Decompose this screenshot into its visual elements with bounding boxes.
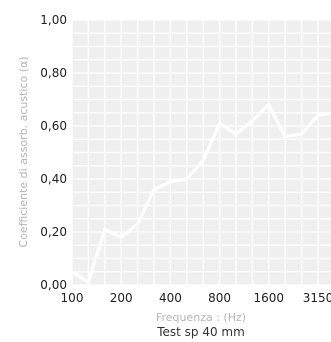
x-axis-label: Frequenza : (Hz) xyxy=(156,311,246,324)
x-tick-label: 200 xyxy=(110,291,133,305)
data-point xyxy=(300,132,303,136)
data-point xyxy=(201,159,205,162)
data-point xyxy=(169,180,172,184)
y-tick-label: 0,80 xyxy=(40,66,67,80)
data-point xyxy=(136,222,140,226)
grid-lines xyxy=(71,19,331,286)
y-tick-label: 0,40 xyxy=(40,172,67,186)
data-point xyxy=(251,119,254,123)
data-point xyxy=(316,114,320,117)
data-point xyxy=(267,103,271,107)
y-tick-label: 0,60 xyxy=(40,119,67,133)
x-tick-label: 800 xyxy=(208,291,231,305)
y-tick-label: 0,20 xyxy=(40,225,67,239)
data-point xyxy=(70,270,74,274)
x-tick-labels: 100 200 400 800 1600 3150 xyxy=(61,291,331,305)
data-point xyxy=(152,188,156,192)
chart-subtitle: Test sp 40 mm xyxy=(156,325,245,339)
data-point xyxy=(283,135,287,139)
data-point xyxy=(218,121,222,125)
x-tick-label: 100 xyxy=(61,291,84,305)
x-tick-label: 1600 xyxy=(254,291,285,305)
y-axis-label: Coefficiente di assorb. acustico (α) xyxy=(17,56,30,247)
x-tick-label: 3150 xyxy=(303,291,331,305)
y-tick-label: 1,00 xyxy=(40,13,67,27)
series-line-layer xyxy=(70,103,331,284)
data-point xyxy=(103,227,107,231)
data-point xyxy=(87,280,90,284)
data-point xyxy=(185,177,189,181)
y-tick-label: 0,00 xyxy=(40,278,67,292)
data-point xyxy=(119,235,123,239)
x-tick-label: 400 xyxy=(159,291,182,305)
data-point xyxy=(234,132,238,136)
y-tick-labels: 0,00 0,20 0,40 0,60 0,80 1,00 xyxy=(40,13,67,292)
